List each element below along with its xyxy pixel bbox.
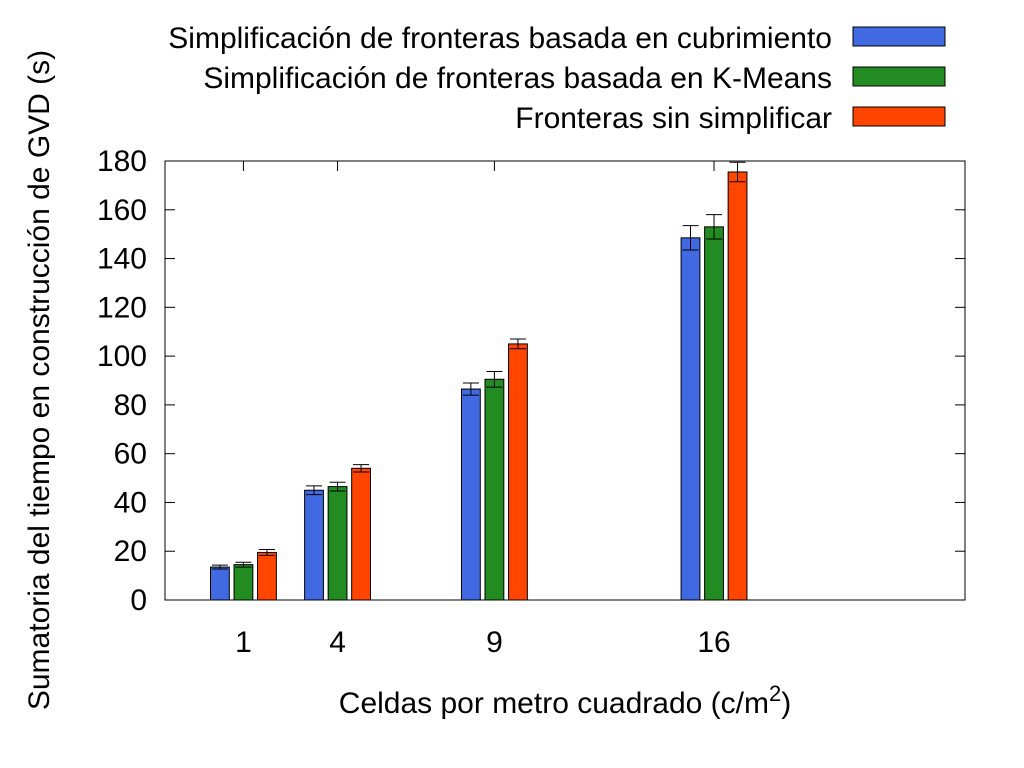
error-bar-series-1-cat-4 — [306, 485, 323, 496]
error-bar-series-3-cat-1 — [258, 549, 275, 556]
error-bar-series-2-cat-4 — [329, 481, 346, 492]
error-bar-series-1-cat-1 — [211, 564, 228, 570]
bar-series-3-cat-1 — [257, 551, 277, 601]
legend-swatch-sin-simplificar — [852, 106, 946, 127]
x-tick-label: 4 — [329, 626, 346, 659]
error-bar-series-3-cat-9 — [509, 338, 526, 350]
error-bar-series-2-cat-16 — [706, 214, 723, 240]
bars — [209, 161, 748, 601]
legend-label-cubrimiento: Simplificación de fronteras basada en cu… — [168, 22, 832, 55]
bar-series-2-cat-16 — [704, 226, 724, 601]
y-axis: 0 20 40 60 80 100 120 140 160 180 — [97, 145, 965, 617]
legend-swatch-kmeans — [852, 66, 946, 87]
x-tick-label: 1 — [235, 626, 252, 659]
legend-label-kmeans: Simplificación de fronteras basada en K-… — [203, 62, 832, 95]
x-tick-label: 16 — [697, 626, 730, 659]
y-tick-label: 140 — [97, 243, 147, 276]
bar-series-3-cat-4 — [351, 467, 371, 601]
x-axis-label-superscript: 2 — [769, 681, 781, 706]
bar-series-1-cat-16 — [680, 237, 701, 601]
y-axis-label: Sumatoria del tiempo en construcción de … — [23, 50, 56, 710]
legend-label-sin-simplificar: Fronteras sin simplificar — [515, 102, 832, 135]
y-tick-label: 0 — [130, 584, 147, 617]
legend-swatch-cubrimiento — [852, 26, 946, 47]
y-tick-label: 180 — [97, 145, 147, 178]
x-tick-label: 9 — [486, 626, 503, 659]
bar-series-2-cat-9 — [484, 378, 505, 601]
error-bar-series-3-cat-4 — [353, 464, 370, 473]
error-bar-series-1-cat-16 — [682, 225, 699, 251]
bar-series-1-cat-4 — [304, 489, 324, 601]
error-bar-series-1-cat-9 — [462, 382, 479, 396]
y-tick-label: 160 — [97, 194, 147, 227]
bar-series-1-cat-9 — [460, 388, 481, 601]
bar-series-2-cat-4 — [327, 486, 348, 601]
x-axis-label-suffix: ) — [781, 687, 791, 720]
y-tick-label: 40 — [114, 486, 147, 519]
y-tick-label: 20 — [114, 535, 147, 568]
error-bar-series-2-cat-9 — [486, 370, 503, 388]
bar-series-3-cat-16 — [727, 171, 748, 601]
y-tick-label: 120 — [97, 291, 147, 324]
bar-series-3-cat-9 — [508, 343, 528, 601]
y-tick-label: 100 — [97, 340, 147, 373]
plot-area — [164, 160, 966, 601]
y-tick-label: 80 — [114, 389, 147, 422]
x-axis-label: Celdas por metro cuadrado (c/m2) — [339, 681, 791, 720]
legend: Simplificación de fronteras basada en cu… — [168, 22, 946, 135]
bar-series-1-cat-1 — [209, 566, 230, 601]
error-bar-series-3-cat-16 — [729, 161, 746, 183]
x-axis: 1 4 9 16 — [235, 161, 731, 659]
y-tick-label: 60 — [114, 438, 147, 471]
bar-series-2-cat-1 — [233, 564, 254, 601]
error-bar-series-2-cat-1 — [235, 561, 252, 568]
x-axis-label-main: Celdas por metro cuadrado (c/m — [339, 687, 769, 720]
